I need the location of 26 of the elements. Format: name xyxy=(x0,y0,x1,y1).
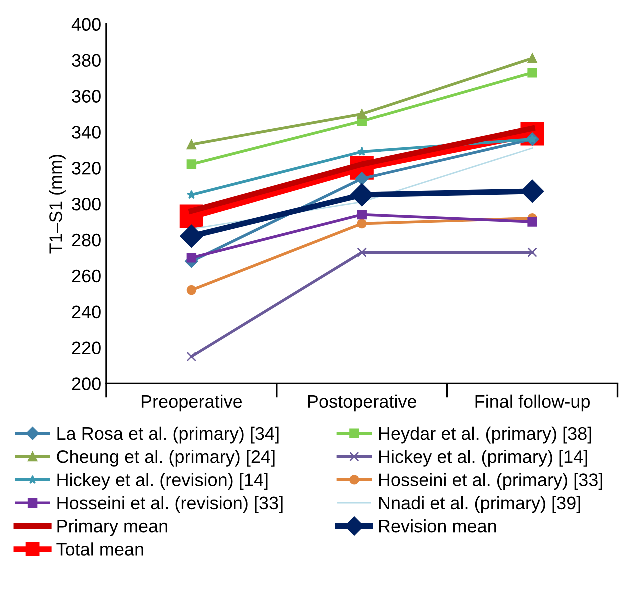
legend-label: Cheung et al. (primary) [24] xyxy=(57,450,275,467)
x-tick-label: Final follow-up xyxy=(476,394,590,412)
legend-label: Primary mean xyxy=(58,519,168,536)
y-tick-label: 360 xyxy=(72,90,101,103)
y-tick-label: 260 xyxy=(72,270,101,283)
legend-label: Heydar et al. (primary) [38] xyxy=(379,426,592,444)
legend-label: Hosseini et al. (revision) [33] xyxy=(58,496,283,514)
y-tick-label: 380 xyxy=(72,54,101,68)
y-tick-label: 200 xyxy=(72,378,101,390)
y-tick-label: 240 xyxy=(72,306,101,319)
y-tick-label: 280 xyxy=(72,234,101,247)
y-tick-label: 220 xyxy=(72,342,101,355)
legend-label: Nnadi et al. (primary) [39] xyxy=(379,496,580,514)
y-tick-label: 320 xyxy=(72,162,101,175)
legend-label: Hickey et al. (revision) [14] xyxy=(58,473,268,490)
y-tick-label: 400 xyxy=(72,18,101,32)
legend-label: Hickey et al. (primary) [14] xyxy=(379,450,588,467)
legend-label: La Rosa et al. (primary) [34] xyxy=(58,426,279,444)
legend-label: Total mean xyxy=(56,542,144,556)
x-tick-label: Preoperative xyxy=(142,394,242,412)
y-tick-label: 340 xyxy=(72,126,101,139)
legend-label: Hosseini et al. (primary) [33] xyxy=(379,473,602,490)
y-axis-title: T1–S1 (mm) xyxy=(49,154,66,254)
y-tick-label: 300 xyxy=(72,198,101,211)
x-tick-label: Postoperative xyxy=(308,394,417,412)
legend-label: Revision mean xyxy=(379,519,496,533)
